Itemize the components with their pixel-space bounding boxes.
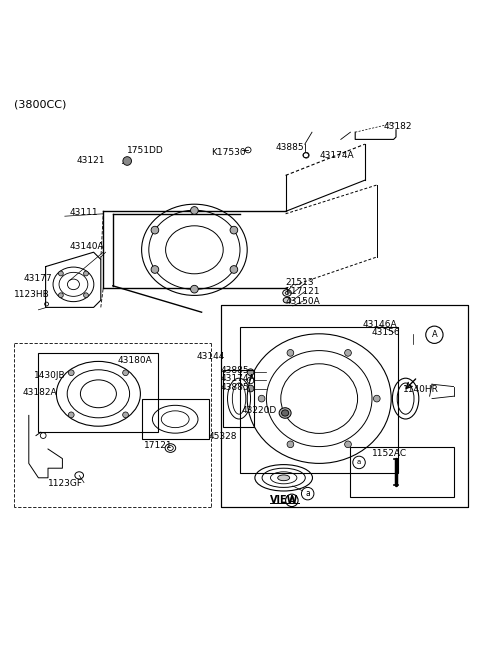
Text: 43220D: 43220D [241,406,276,415]
Text: 1152AC: 1152AC [372,449,407,459]
Circle shape [68,412,74,418]
Circle shape [151,226,159,234]
Text: K17121: K17121 [286,287,320,296]
Text: 43182A: 43182A [23,388,58,397]
Text: 43174A: 43174A [221,374,255,384]
Ellipse shape [283,297,291,303]
Bar [38,353,158,432]
Text: a: a [357,459,361,465]
Circle shape [345,349,351,356]
Circle shape [191,286,198,293]
Bar [223,370,254,428]
Circle shape [151,266,159,273]
Text: 1140HR: 1140HR [403,384,439,393]
Text: 21513: 21513 [286,278,314,288]
Text: 43177: 43177 [24,274,53,283]
Text: (3800CC): (3800CC) [14,100,67,110]
Text: 43140A: 43140A [70,242,104,251]
Circle shape [59,293,63,297]
Text: 43144: 43144 [197,352,225,361]
Text: 43180A: 43180A [118,356,152,365]
Circle shape [123,412,129,418]
Text: 1123GF: 1123GF [48,479,83,488]
Circle shape [287,441,294,447]
Bar [142,399,209,440]
Circle shape [123,157,132,165]
Text: 43885: 43885 [221,367,250,375]
Text: 43121: 43121 [77,156,105,165]
Text: 1430JB: 1430JB [34,371,65,380]
Circle shape [84,271,88,276]
Circle shape [230,226,238,234]
Circle shape [59,271,63,276]
Text: 17121: 17121 [144,441,173,449]
Text: a: a [305,489,310,498]
Bar [240,326,398,473]
Text: A: A [432,330,437,340]
Ellipse shape [281,410,289,416]
Bar [221,305,468,507]
Text: 43182: 43182 [384,122,412,131]
Ellipse shape [277,475,290,481]
Text: 1123HB: 1123HB [14,290,50,299]
Text: 45328: 45328 [209,432,237,441]
Text: VIEW: VIEW [270,495,298,505]
Text: 43885: 43885 [276,143,305,152]
Circle shape [373,395,380,402]
Text: 43885: 43885 [221,382,250,392]
Bar [221,305,468,507]
Circle shape [68,370,74,376]
Text: 43111: 43111 [70,208,98,217]
Bar [350,447,454,497]
Circle shape [287,349,294,356]
Text: 43150A: 43150A [286,297,320,306]
Text: 43174A: 43174A [319,151,354,160]
Circle shape [84,293,88,297]
Circle shape [345,441,351,447]
Text: 1751DD: 1751DD [127,147,164,155]
Text: 43146A: 43146A [362,320,397,329]
Circle shape [230,266,238,273]
Text: K17530: K17530 [211,148,246,157]
Text: A: A [288,496,295,505]
Circle shape [123,370,129,376]
Circle shape [247,385,254,392]
Circle shape [247,369,254,376]
Circle shape [191,207,198,215]
Text: 43156: 43156 [372,328,401,338]
Ellipse shape [279,408,291,418]
Circle shape [258,395,265,402]
